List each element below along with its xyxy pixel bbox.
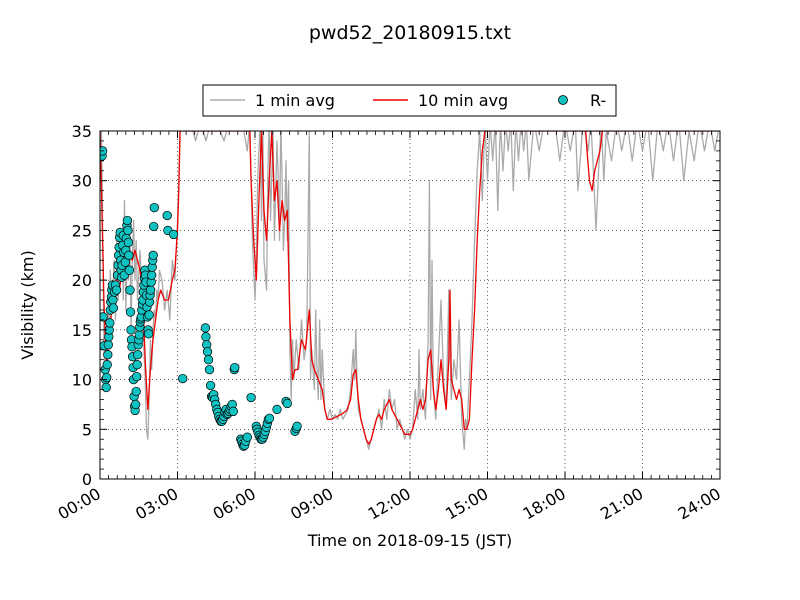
rain-marker xyxy=(149,221,159,232)
rain-marker xyxy=(145,285,156,295)
legend-box xyxy=(202,84,617,117)
rain-marker xyxy=(103,340,113,350)
rain-marker xyxy=(102,372,112,383)
rain-marker xyxy=(201,332,211,342)
rain-marker xyxy=(125,307,136,317)
rain-marker xyxy=(204,364,215,375)
y-tick-label: 35 xyxy=(72,122,92,141)
rain-marker xyxy=(143,329,154,339)
y-axis-label: Visibility (km) xyxy=(18,250,37,359)
series-10min-avg xyxy=(100,131,717,445)
rain-marker xyxy=(230,362,240,373)
rain-marker xyxy=(162,210,172,221)
legend-label-rain: R- xyxy=(590,91,606,110)
rain-marker xyxy=(111,285,122,295)
grid xyxy=(100,131,720,479)
rain-marker xyxy=(102,360,112,370)
rain-marker xyxy=(203,355,214,365)
rain-marker xyxy=(131,386,141,397)
rain-marker xyxy=(178,373,188,384)
rain-marker xyxy=(124,265,135,275)
rain-marker xyxy=(205,380,216,391)
rain-marker xyxy=(149,202,159,213)
rain-marker xyxy=(123,225,133,236)
rain-marker xyxy=(132,371,142,382)
rain-marker xyxy=(100,312,108,322)
rain-marker xyxy=(168,229,179,240)
chart-title: pwd52_20180915.txt xyxy=(309,22,511,44)
rain-marker xyxy=(272,404,282,415)
rain-marker xyxy=(108,295,118,305)
y-tick-label: 20 xyxy=(72,271,92,290)
legend-label-1min: 1 min avg xyxy=(255,91,335,110)
rain-marker xyxy=(108,303,119,313)
y-tick-label: 0 xyxy=(82,470,92,489)
y-tick-label: 30 xyxy=(72,172,92,191)
y-tick-label: 10 xyxy=(72,371,92,390)
rain-marker xyxy=(200,323,211,333)
rain-marker xyxy=(132,360,142,370)
y-tick-label: 25 xyxy=(72,221,92,240)
rain-marker xyxy=(124,250,134,260)
rain-marker xyxy=(134,330,144,340)
rain-marker xyxy=(131,399,141,410)
line-10min-avg xyxy=(100,131,717,445)
rain-marker xyxy=(148,250,158,260)
rain-marker xyxy=(264,413,275,423)
rain-marker xyxy=(202,347,213,357)
rain-marker xyxy=(133,350,143,360)
rain-marker xyxy=(105,318,115,328)
axis-ticks xyxy=(99,130,721,480)
legend-label-10min: 10 min avg xyxy=(418,91,508,110)
rain-marker xyxy=(292,421,302,431)
y-tick-labels: 0 5 10 15 20 25 30 35 xyxy=(72,122,92,489)
series-rain-markers xyxy=(100,146,302,451)
rain-marker xyxy=(242,432,252,442)
rain-marker xyxy=(125,285,135,295)
rain-marker xyxy=(246,392,256,403)
rain-marker xyxy=(101,382,111,393)
rain-marker xyxy=(282,398,292,409)
rain-marker xyxy=(144,310,154,320)
rain-marker xyxy=(126,325,136,335)
legend-swatch-rain xyxy=(558,95,568,105)
rain-marker xyxy=(103,350,113,360)
rain-marker xyxy=(228,406,238,417)
rain-marker xyxy=(123,237,134,248)
legend: 1 min avg 10 min avg R- xyxy=(202,84,617,117)
rain-marker xyxy=(122,215,133,226)
rain-marker xyxy=(147,270,157,280)
line-10min-avg xyxy=(585,131,604,192)
x-axis-label: Time on 2018-09-15 (JST) xyxy=(307,531,512,550)
y-tick-label: 15 xyxy=(72,321,92,340)
y-tick-label: 5 xyxy=(82,420,92,439)
